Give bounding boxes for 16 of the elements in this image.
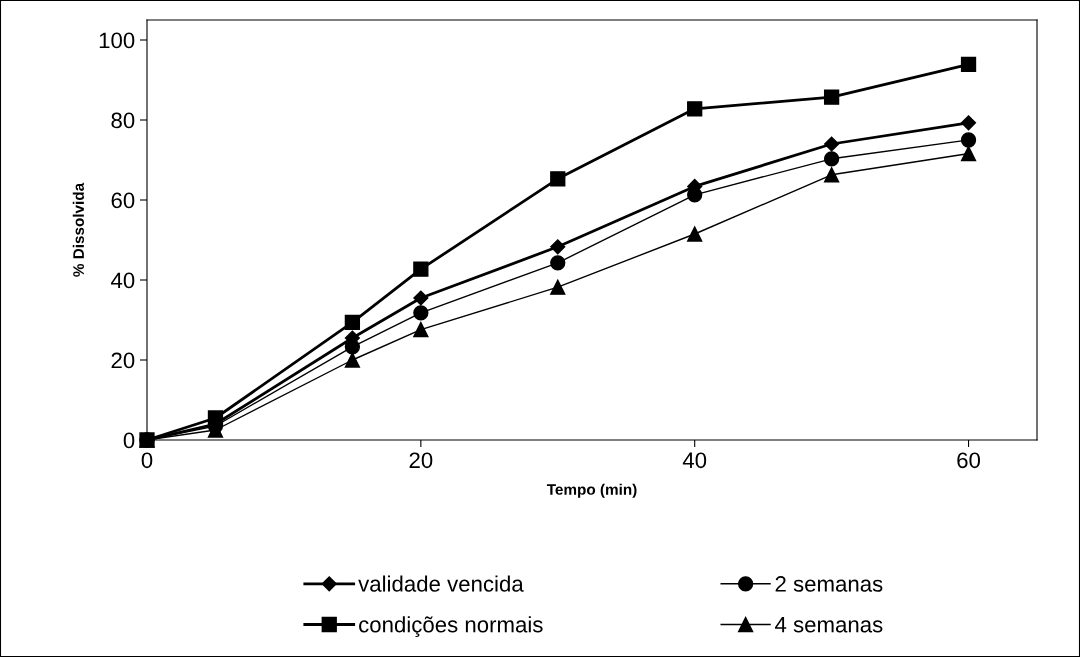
y-axis-title: % Dissolvida [72,182,84,277]
x-tick-label: 0 [141,452,153,469]
legend-label: validade vencida [358,575,524,592]
legend-label: 2 semanas [775,576,883,592]
legend-label: condições normais [359,616,543,637]
y-tick-label: 0 [123,432,135,449]
y-tick-label: 20 [111,352,135,369]
y-tick-label: 100 [99,32,135,49]
x-tick-label: 20 [409,452,433,469]
x-tick-label: 60 [957,452,981,469]
x-axis-title: Tempo (min) [546,483,637,498]
y-tick-label: 60 [111,192,135,209]
y-tick-label: 40 [110,272,135,289]
y-tick-label: 80 [111,112,135,129]
x-tick-label: 40 [682,452,707,469]
legend-label: 4 semanas [775,617,883,633]
